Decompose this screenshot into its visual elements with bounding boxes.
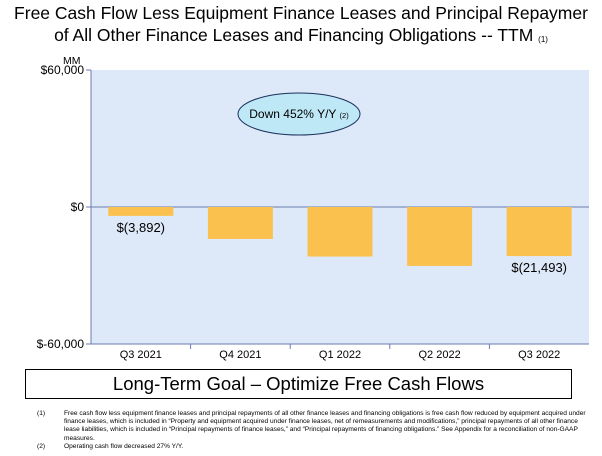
callout-text: Down 452% Y/Y (2) [249,107,349,121]
footnote-2-number: (2) [37,442,46,450]
x-tick-label-3: Q2 2022 [418,349,460,361]
x-tick-label-1: Q4 2021 [219,349,261,361]
footnote-1-number: (1) [37,410,46,417]
bar-0 [108,207,174,216]
title-line-1: Free Cash Flow Less Equipment Finance Le… [14,3,588,23]
title-line-2: of All Other Finance Leases and Financin… [0,24,602,51]
bar-1 [207,207,273,239]
chart-title: Free Cash Flow Less Equipment Finance Le… [0,2,602,51]
title-note-ref: (1) [538,35,548,44]
bar-4 [506,207,572,257]
title-line-2-text: of All Other Finance Leases and Financin… [54,25,534,45]
long-term-goal-box: Long-Term Goal – Optimize Free Cash Flow… [25,369,572,399]
bar-chart: $60,000 $0 $-60,000 MM Q3 2021 $(3,892) Q4 202… [37,55,589,361]
bar-3 [407,207,473,266]
footnotes: (1) Free cash flow less equipment financ… [37,410,589,451]
bar-2 [307,207,373,257]
callout-ellipse [237,92,361,136]
x-tick-label-4: Q3 2022 [518,349,560,361]
footnote-1-text: Free cash flow less equipment finance le… [64,410,586,442]
y-tick-label-1: $0 [71,200,85,214]
data-label-0: $(3,892) [117,220,165,235]
footnote-2: (2) Operating cash flow decreased 27% Y/… [37,443,589,451]
footnote-2-text: Operating cash flow decreased 27% Y/Y. [64,442,184,450]
y-tick-label-2: $-60,000 [37,337,85,351]
data-label-4: $(21,493) [511,260,567,275]
y-unit-label: MM [63,55,81,67]
footnote-1: (1) Free cash flow less equipment financ… [37,410,589,443]
x-tick-label-2: Q1 2022 [319,349,361,361]
long-term-goal-text: Long-Term Goal – Optimize Free Cash Flow… [112,373,485,394]
x-tick-label-0: Q3 2021 [120,349,162,361]
y-tick-label-0: $60,000 [41,63,85,77]
